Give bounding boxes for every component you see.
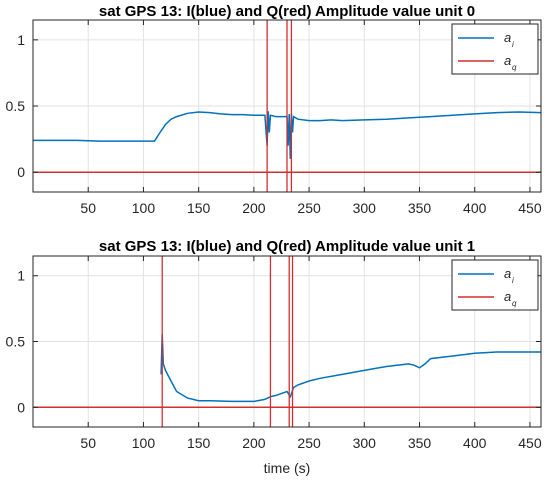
x-tick-label: 100	[132, 200, 156, 216]
series-line-a_i	[160, 333, 541, 403]
chart-title: sat GPS 13: I(blue) and Q(red) Amplitude…	[99, 3, 475, 20]
x-tick-label: 300	[353, 435, 377, 451]
legend-label: a	[504, 30, 511, 45]
x-axis-label: time (s)	[264, 460, 311, 476]
legend-box	[451, 23, 539, 75]
legend-label: a	[504, 266, 511, 281]
x-tick-label: 200	[242, 200, 266, 216]
y-tick-label: 0.5	[6, 98, 26, 114]
legend-label-sub: i	[512, 276, 514, 285]
y-tick-label: 0.5	[6, 334, 26, 350]
x-tick-label: 250	[297, 200, 321, 216]
legend-label-sub: i	[512, 40, 514, 49]
legend-label: a	[504, 289, 511, 304]
x-tick-label: 350	[408, 200, 432, 216]
x-tick-label: 150	[187, 435, 211, 451]
x-tick-label: 250	[297, 435, 321, 451]
legend-label: a	[504, 53, 511, 68]
x-tick-label: 150	[187, 200, 211, 216]
legend-box	[451, 259, 539, 311]
x-tick-label: 50	[80, 200, 96, 216]
y-tick-label: 0	[17, 164, 25, 180]
legend-label-sub: q	[512, 63, 517, 72]
y-tick-label: 0	[17, 399, 25, 415]
x-tick-label: 450	[518, 200, 542, 216]
y-tick-label: 1	[17, 32, 25, 48]
x-tick-label: 300	[353, 200, 377, 216]
x-tick-label: 400	[463, 200, 487, 216]
x-tick-label: 400	[463, 435, 487, 451]
x-tick-label: 350	[408, 435, 432, 451]
legend-label-sub: q	[512, 299, 517, 308]
x-tick-label: 450	[518, 435, 542, 451]
subplot-0: 50 100 150 200 250 300 350 400 450 0 0.5 1 sat GPS 1…	[6, 3, 542, 216]
series-line-a_i	[33, 111, 542, 159]
x-tick-label: 50	[80, 435, 96, 451]
chart-title: sat GPS 13: I(blue) and Q(red) Amplitude…	[99, 238, 475, 255]
x-tick-label: 200	[242, 435, 266, 451]
x-tick-label: 100	[132, 435, 156, 451]
subplot-1: 50 100 150 200 250 300 350 400 450 0 0.5 1 sat GPS 1…	[6, 238, 542, 476]
y-tick-label: 1	[17, 268, 25, 284]
